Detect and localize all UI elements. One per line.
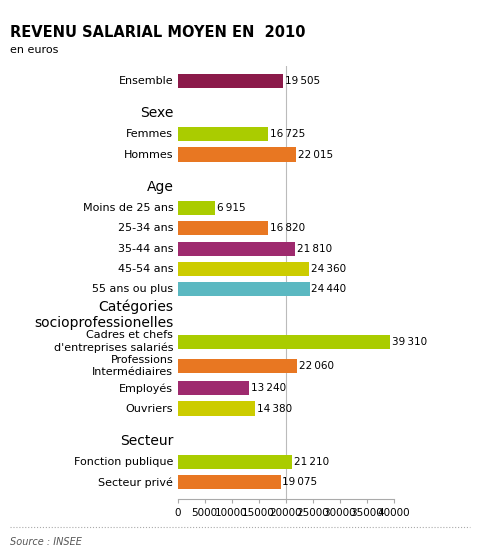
Text: Moins de 25 ans: Moins de 25 ans	[83, 203, 173, 213]
Text: Employés: Employés	[119, 383, 173, 393]
Text: 39 310: 39 310	[392, 337, 427, 347]
Text: 55 ans ou plus: 55 ans ou plus	[92, 284, 173, 294]
Text: Ensemble: Ensemble	[119, 76, 173, 86]
Bar	[178, 201, 215, 216]
Text: Professions
Intermédiaires: Professions Intermédiaires	[92, 355, 173, 377]
Text: REVENU SALARIAL MOYEN EN  2010: REVENU SALARIAL MOYEN EN 2010	[10, 25, 305, 40]
Text: Fonction publique: Fonction publique	[74, 457, 173, 467]
Text: 16 725: 16 725	[270, 129, 305, 139]
Bar	[178, 242, 295, 256]
Text: Age: Age	[146, 180, 173, 194]
Bar	[178, 402, 255, 416]
Bar	[178, 74, 283, 88]
Bar	[178, 147, 297, 162]
Text: Secteur privé: Secteur privé	[98, 477, 173, 488]
Text: 19 075: 19 075	[283, 478, 318, 488]
Bar	[178, 221, 268, 235]
Bar	[178, 335, 390, 349]
Text: 24 440: 24 440	[312, 284, 347, 294]
Bar	[178, 127, 268, 141]
Bar	[178, 282, 310, 296]
Bar	[178, 359, 297, 373]
Text: 13 240: 13 240	[251, 383, 286, 393]
Text: Secteur: Secteur	[120, 434, 173, 448]
Text: 24 360: 24 360	[311, 264, 346, 274]
Bar	[178, 381, 249, 396]
Text: Cadres et chefs
d'entreprises salariés: Cadres et chefs d'entreprises salariés	[54, 330, 173, 353]
Text: 45-54 ans: 45-54 ans	[118, 264, 173, 274]
Text: Catégories
socioprofessionelles: Catégories socioprofessionelles	[34, 299, 173, 330]
Bar	[178, 475, 281, 490]
Text: en euros: en euros	[10, 45, 58, 55]
Text: Hommes: Hommes	[124, 150, 173, 160]
Bar	[178, 262, 309, 276]
Text: 16 820: 16 820	[270, 223, 305, 233]
Text: 6 915: 6 915	[217, 203, 245, 213]
Text: 35-44 ans: 35-44 ans	[118, 244, 173, 254]
Text: Femmes: Femmes	[126, 129, 173, 139]
Text: 21 810: 21 810	[297, 244, 332, 254]
Text: Ouvriers: Ouvriers	[126, 403, 173, 413]
Text: 21 210: 21 210	[294, 457, 329, 467]
Text: 25-34 ans: 25-34 ans	[118, 223, 173, 233]
Text: 22 015: 22 015	[299, 150, 334, 160]
Text: 19 505: 19 505	[285, 76, 320, 86]
Text: Source : INSEE: Source : INSEE	[10, 537, 82, 547]
Text: 14 380: 14 380	[257, 403, 292, 413]
Text: 22 060: 22 060	[299, 361, 334, 371]
Text: Sexe: Sexe	[140, 106, 173, 120]
Bar	[178, 455, 292, 469]
